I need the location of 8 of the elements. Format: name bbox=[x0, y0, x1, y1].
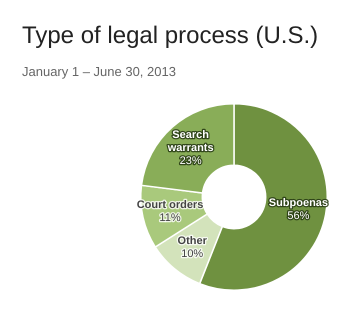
data-label: 10% bbox=[181, 248, 204, 260]
data-label: 56% bbox=[287, 210, 310, 222]
chart-title: Type of legal process (U.S.) bbox=[22, 22, 318, 50]
slice-label: Search warrants bbox=[166, 128, 214, 154]
slice-label: Other bbox=[178, 235, 208, 248]
data-label: 23% bbox=[180, 154, 202, 167]
chart-subtitle: January 1 – June 30, 2013 bbox=[22, 64, 176, 79]
data-label: 11% bbox=[159, 212, 181, 224]
